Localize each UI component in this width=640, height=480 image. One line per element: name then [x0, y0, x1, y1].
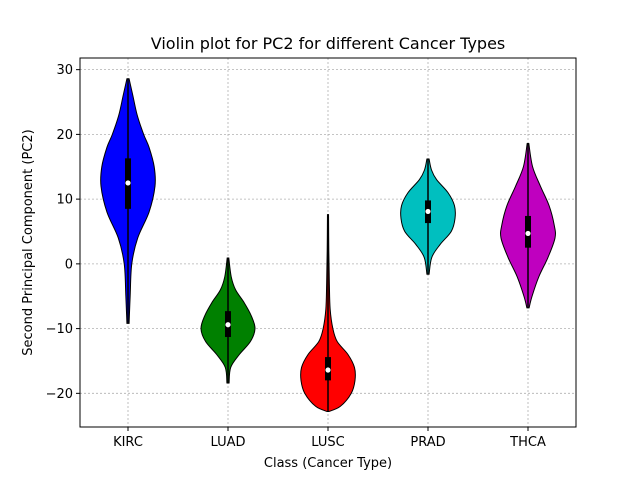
- violin-median-marker: [125, 180, 131, 186]
- y-tick-label: 30: [56, 63, 73, 78]
- x-axis: KIRC LUAD LUSC PRAD THCA: [113, 427, 546, 450]
- x-tick-label-thca: THCA: [509, 435, 546, 450]
- y-tick-label: 0: [65, 257, 73, 272]
- y-tick-label: 20: [56, 128, 73, 143]
- violin-median-marker: [325, 367, 331, 373]
- x-tick-label-kirc: KIRC: [113, 435, 143, 450]
- y-axis: −20 −10 0 10 20 30: [46, 63, 80, 402]
- violin-prad: [400, 158, 456, 275]
- y-axis-label: Second Principal Component (PC2): [21, 129, 36, 355]
- y-tick-label: 10: [56, 193, 73, 208]
- violin-kirc: [100, 78, 156, 324]
- violin-median-marker: [425, 208, 431, 215]
- x-tick-label-prad: PRAD: [410, 435, 445, 450]
- x-tick-label-lusc: LUSC: [311, 435, 344, 450]
- x-axis-label: Class (Cancer Type): [264, 456, 392, 471]
- violin-median-marker: [525, 230, 531, 237]
- violin-luad: [200, 257, 256, 384]
- violin-thca: [500, 142, 556, 309]
- x-tick-label-luad: LUAD: [210, 435, 245, 450]
- chart-title: Violin plot for PC2 for different Cancer…: [151, 34, 506, 53]
- violin-median-marker: [225, 322, 231, 328]
- y-tick-label: −20: [46, 387, 73, 402]
- y-tick-label: −10: [46, 322, 73, 337]
- violin-lusc: [300, 214, 356, 412]
- violins: [100, 78, 556, 412]
